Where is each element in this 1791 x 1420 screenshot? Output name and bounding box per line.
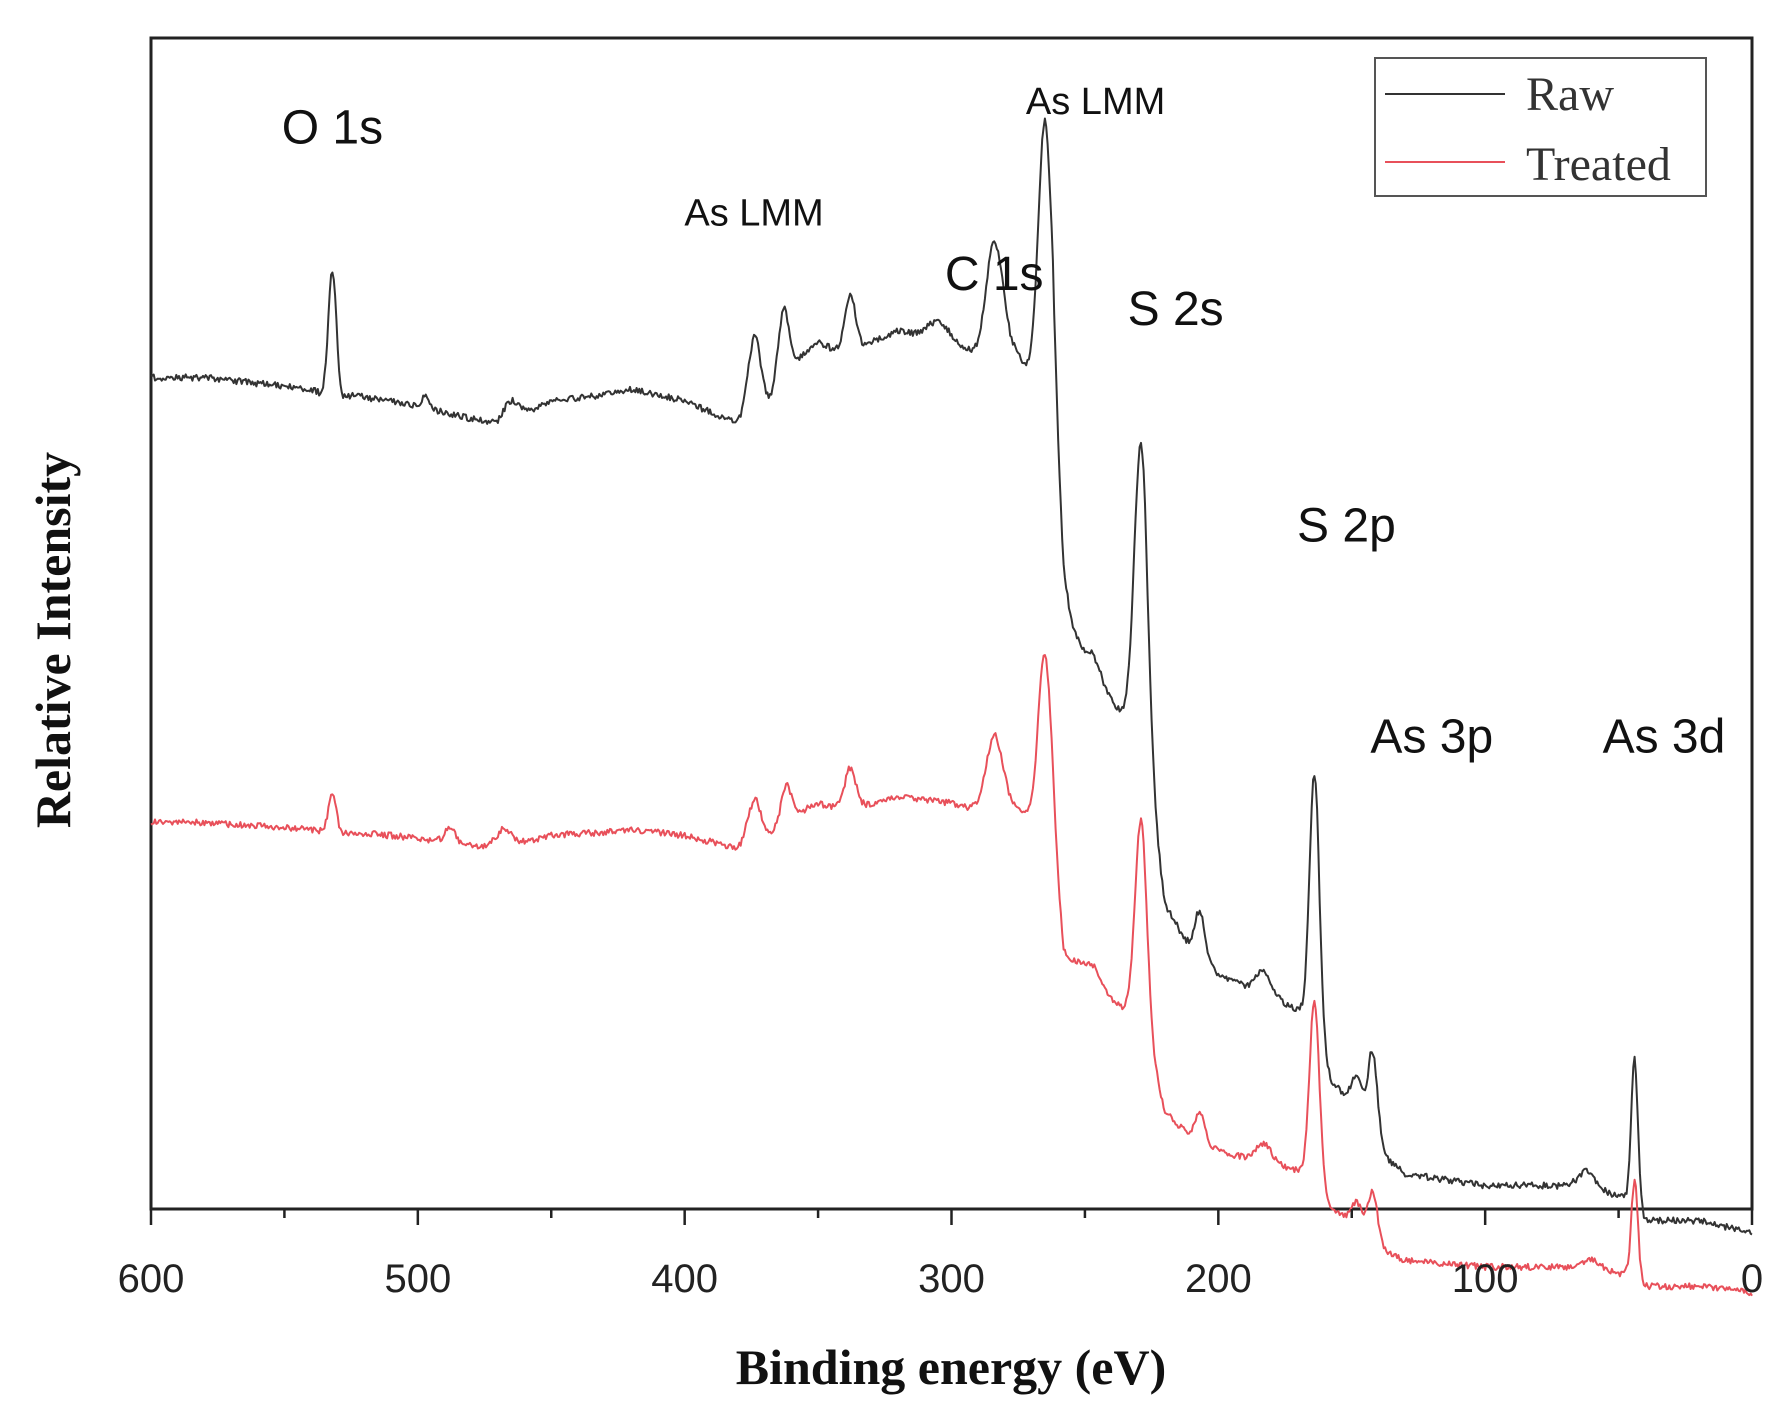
x-tick-label: 400: [651, 1257, 718, 1301]
peak-label: As 3d: [1603, 710, 1726, 763]
legend-label-raw: Raw: [1526, 68, 1614, 121]
x-tick-label: 500: [384, 1257, 451, 1301]
x-tick-label: 100: [1452, 1257, 1519, 1301]
legend: Raw Treated: [1374, 57, 1707, 197]
peak-label: As 3p: [1370, 710, 1493, 763]
x-tick-label: 300: [918, 1257, 985, 1301]
y-axis-label: Relative Intensity: [25, 452, 81, 828]
peak-annotations: O 1s As LMM As LMM C 1s S 2s S 2p As 3p As 3d: [282, 81, 1726, 763]
x-tick-label: 0: [1741, 1257, 1763, 1301]
x-axis-ticks: 600 500 400 300 200 100 0: [118, 1209, 1763, 1301]
peak-label: C 1s: [945, 248, 1044, 301]
plot-frame: [149, 36, 1754, 1211]
series-layer: [150, 117, 1753, 1297]
x-axis-label: Binding energy (eV): [736, 1339, 1167, 1395]
series-line-treated: [150, 654, 1753, 1297]
series-line-raw: [150, 117, 1753, 1236]
x-tick-label: 600: [118, 1257, 185, 1301]
x-tick-label: 200: [1185, 1257, 1252, 1301]
peak-label: As LMM: [1026, 81, 1165, 123]
peak-label: As LMM: [684, 192, 823, 234]
peak-label: S 2p: [1297, 500, 1396, 553]
peak-label: O 1s: [282, 101, 383, 154]
legend-box: [1374, 57, 1707, 197]
peak-label: S 2s: [1128, 283, 1224, 336]
legend-label-treated: Treated: [1526, 138, 1671, 191]
